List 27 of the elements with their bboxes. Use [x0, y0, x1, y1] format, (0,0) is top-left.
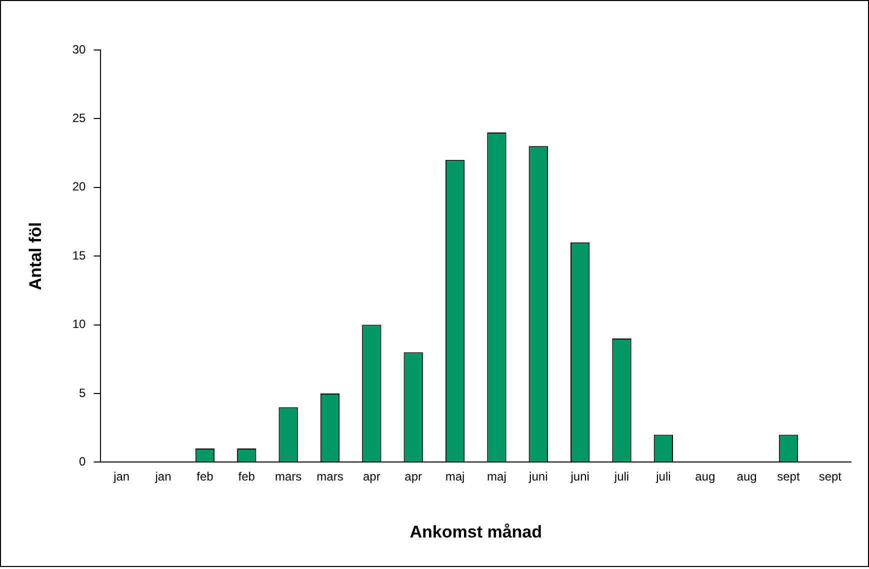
- x-tick-label: sept: [818, 470, 842, 484]
- y-tick-label: 30: [72, 42, 86, 56]
- y-tick-label: 0: [79, 454, 86, 469]
- x-tick-label: maj: [445, 470, 465, 484]
- x-tick-label: aug: [736, 470, 757, 484]
- x-tick-label: feb: [196, 470, 214, 484]
- y-tick-label: 20: [72, 180, 86, 194]
- x-tick-label: apr: [404, 470, 422, 484]
- x-tick-label: juli: [613, 470, 630, 484]
- x-tick-label: mars: [274, 470, 302, 484]
- x-tick-label: jan: [154, 470, 172, 484]
- x-tick-label: juni: [528, 470, 548, 484]
- x-tick-label: aug: [695, 470, 716, 484]
- x-tick-label: juni: [570, 470, 590, 484]
- x-axis-title: Ankomst månad: [410, 522, 542, 542]
- y-tick-label: 25: [72, 111, 86, 126]
- x-tick-label: maj: [487, 470, 506, 484]
- x-tick-label: jan: [112, 470, 130, 484]
- x-tick-label: apr: [363, 470, 380, 484]
- y-axis-title: Antal föl: [26, 222, 45, 290]
- x-tick-label: feb: [238, 470, 256, 484]
- x-tick-label: sept: [777, 470, 800, 484]
- x-tick-label: mars: [316, 470, 344, 484]
- y-tick-label: 10: [72, 317, 86, 332]
- x-tick-label: juli: [655, 470, 671, 484]
- y-tick-label: 5: [79, 386, 86, 400]
- y-tick-label: 15: [72, 248, 86, 262]
